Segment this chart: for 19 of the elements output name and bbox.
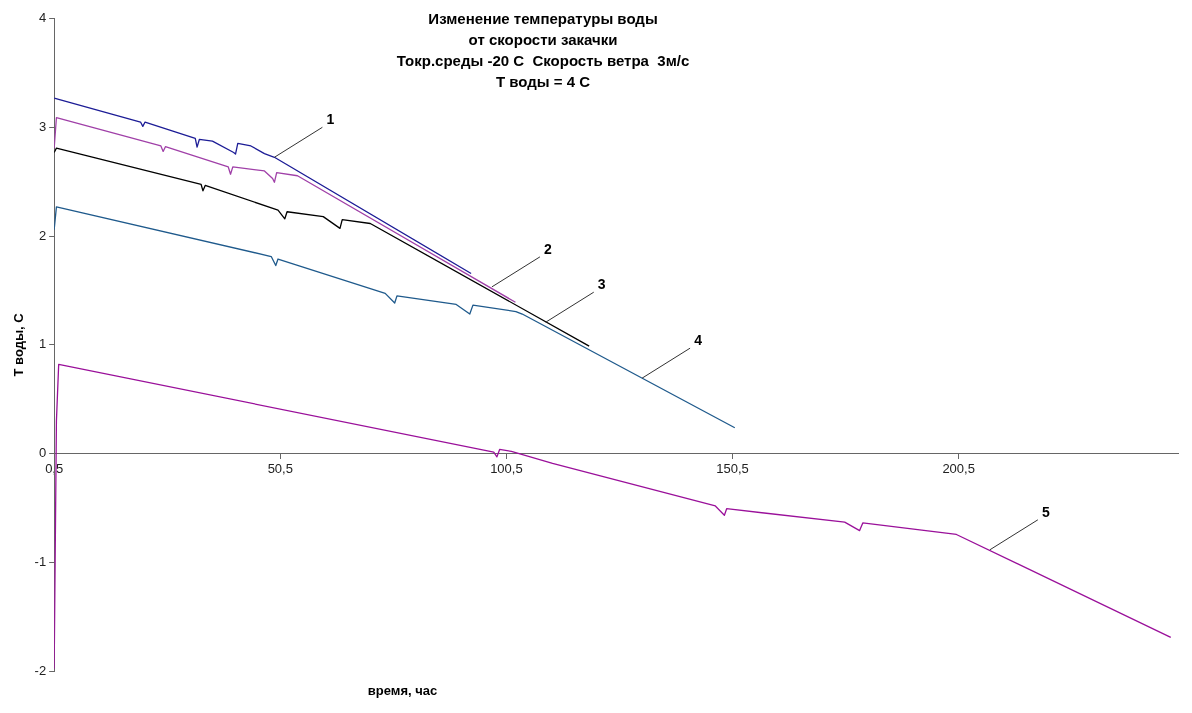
annotation: 3 xyxy=(597,276,606,293)
y-tick-label: 4 xyxy=(38,10,47,26)
y-tick-label: -1 xyxy=(34,553,47,569)
annotation: 2 xyxy=(544,240,553,257)
x-tick-label: 200,5 xyxy=(942,460,975,476)
y-axis-title: Т воды, С xyxy=(11,312,27,377)
annotation: 4 xyxy=(694,332,703,349)
y-tick-label: -2 xyxy=(34,662,47,678)
y-tick-label: 2 xyxy=(38,227,47,243)
annotation: 1 xyxy=(326,111,335,128)
y-tick-label: 3 xyxy=(38,119,47,135)
x-tick-label: 100,5 xyxy=(490,460,523,476)
y-tick-label: 1 xyxy=(38,336,47,352)
x-tick-label: 150,5 xyxy=(716,460,749,476)
y-tick-label: 0 xyxy=(38,445,47,461)
x-axis-title: время, час xyxy=(367,683,438,699)
text: Изменение температуры воды от скорости закачки Токр.среды -20 С Скорость ветра 3м/с Т воды = 4 С xyxy=(396,9,690,90)
annotation: 5 xyxy=(1041,503,1050,520)
x-tick-label: 50,5 xyxy=(267,460,293,476)
